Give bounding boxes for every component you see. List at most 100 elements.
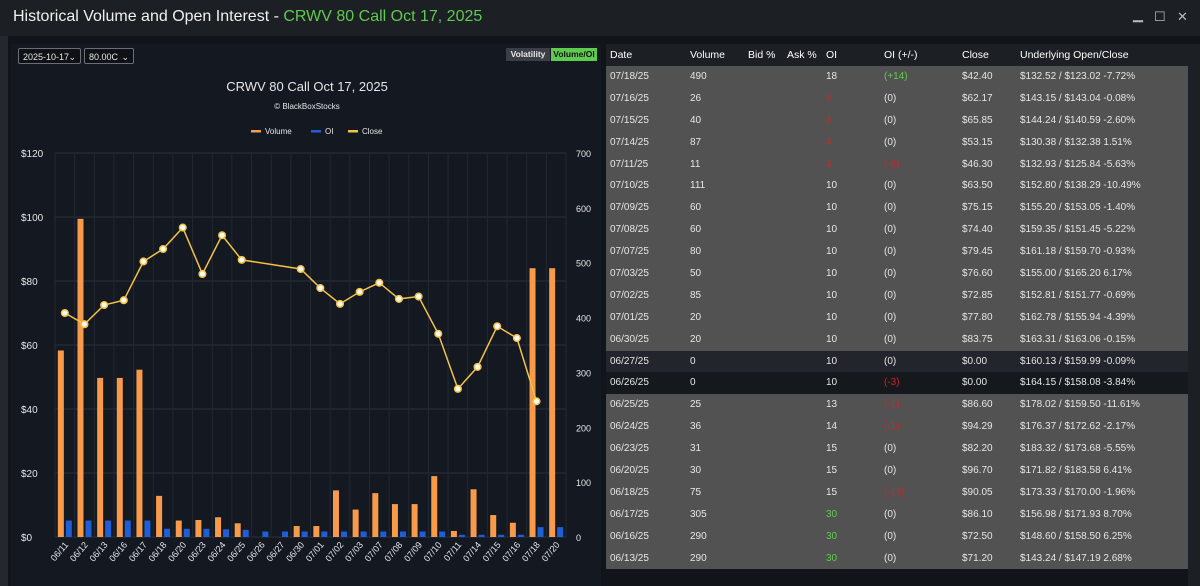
row-close: $71.20 xyxy=(962,552,993,564)
oi-bar xyxy=(124,520,131,537)
chart-subtitle: © BlackBoxStocks xyxy=(274,102,339,111)
table-row[interactable]: 06/17/25 305 30 (0) $86.10 $156.98 / $171.93 … xyxy=(606,503,1188,526)
row-volume: 0 xyxy=(690,355,696,367)
table-row[interactable]: 07/10/25 111 10 (0) $63.50 $152.80 / $138.29 … xyxy=(606,175,1188,198)
oi-bar xyxy=(105,520,112,537)
x-tick-label: 06/16 xyxy=(107,540,129,564)
row-date: 06/13/25 xyxy=(610,552,649,564)
table-row[interactable]: 07/09/25 60 10 (0) $75.15 $155.20 / $153.05 -… xyxy=(606,197,1188,220)
window-title: Historical Volume and Open Interest - CR… xyxy=(13,8,482,26)
x-tick-label: 06/12 xyxy=(68,540,90,564)
row-oi: 10 xyxy=(826,180,838,192)
header-ask[interactable]: Ask % xyxy=(787,49,817,61)
oi-bar xyxy=(262,531,269,537)
volume-bar xyxy=(234,523,241,537)
row-volume: 111 xyxy=(690,180,706,192)
table-row[interactable]: 07/11/25 11 4 (-6) $46.30 $132.93 / $125.84 -… xyxy=(606,153,1188,176)
oi-bar xyxy=(203,528,210,537)
close-point xyxy=(100,300,109,310)
table-row[interactable]: 06/13/25 290 30 (0) $71.20 $143.24 / $147.19 … xyxy=(606,547,1188,570)
row-close: $63.50 xyxy=(962,180,993,192)
row-volume: 87 xyxy=(690,136,702,148)
row-underlying: $161.18 / $159.70 -0.93% xyxy=(1020,246,1136,258)
volume-bar xyxy=(470,489,477,537)
table-row[interactable]: 07/14/25 87 4 (0) $53.15 $130.38 / $132.38 1.… xyxy=(606,131,1188,154)
volume-bar xyxy=(313,526,320,537)
maximize-icon[interactable]: ☐ xyxy=(1154,9,1166,24)
volume-oi-chart: CRWV 80 Call Oct 17, 2025 © BlackBoxStoc… xyxy=(21,79,591,564)
table-row[interactable]: 07/07/25 80 10 (0) $79.45 $161.18 / $159.70 -… xyxy=(606,241,1188,264)
volume-bar xyxy=(175,520,182,537)
table-row[interactable]: 07/18/25 490 18 (+14) $42.40 $132.52 / $123.0… xyxy=(606,66,1188,88)
header-underlying[interactable]: Underlying Open/Close xyxy=(1020,49,1129,61)
close-point xyxy=(60,308,69,318)
row-underlying: $164.15 / $158.08 -3.84% xyxy=(1020,377,1136,389)
volume-bar xyxy=(116,377,123,537)
y-right-tick-label: 200 xyxy=(576,423,591,433)
table-row[interactable]: 06/24/25 36 14 (-1) $94.29 $176.37 / $172.62 … xyxy=(606,416,1188,439)
table-row[interactable]: 06/26/25 0 10 (-3) $0.00 $164.15 / $158.08 -3… xyxy=(606,372,1188,395)
close-point xyxy=(178,223,187,232)
row-underlying: $143.24 / $147.19 2.68% xyxy=(1020,552,1132,564)
row-close: $86.10 xyxy=(962,508,993,520)
table-row[interactable]: 06/25/25 25 13 (-1) $86.60 $178.02 / $159.50 … xyxy=(606,394,1188,417)
table-row[interactable]: 07/16/25 26 4 (0) $62.17 $143.15 / $143.04 -0… xyxy=(606,87,1188,110)
x-tick-label: 07/20 xyxy=(540,540,562,564)
oi-bar xyxy=(321,531,328,537)
row-underlying: $132.52 / $123.02 -7.72% xyxy=(1020,71,1136,82)
header-oi[interactable]: OI xyxy=(826,49,838,61)
row-volume: 290 xyxy=(690,530,707,542)
x-tick-label: 06/25 xyxy=(225,540,247,564)
row-volume: 490 xyxy=(690,71,707,82)
expiration-select[interactable]: 2025-10-17 ⌄ xyxy=(18,48,81,64)
row-date: 06/17/25 xyxy=(610,508,649,520)
row-volume: 26 xyxy=(690,92,702,104)
y-right-tick-label: 0 xyxy=(576,533,581,543)
row-oi: 10 xyxy=(826,268,838,280)
row-volume: 50 xyxy=(690,268,702,280)
table-row[interactable]: 07/08/25 60 10 (0) $74.40 $159.35 / $151.45 -… xyxy=(606,219,1188,242)
row-close: $0.00 xyxy=(962,377,988,389)
chart-legend: Volume OI Close xyxy=(251,127,383,136)
row-oi-change: (0) xyxy=(884,246,897,258)
table-row[interactable]: 06/30/25 20 10 (0) $83.75 $163.31 / $163.06 -… xyxy=(606,328,1188,351)
row-volume: 20 xyxy=(690,311,702,323)
table-row[interactable]: 07/01/25 20 10 (0) $77.80 $162.78 / $155.94 -… xyxy=(606,306,1188,329)
table-row[interactable]: 06/27/25 0 10 (0) $0.00 $160.13 / $159.99 -0.… xyxy=(606,350,1188,373)
header-date[interactable]: Date xyxy=(610,49,633,61)
row-volume: 36 xyxy=(690,421,702,433)
close-point xyxy=(119,296,128,305)
header-bid[interactable]: Bid % xyxy=(748,49,776,61)
table-row[interactable]: 06/23/25 31 15 (0) $82.20 $183.32 / $173.68 -… xyxy=(606,438,1188,461)
oi-bar xyxy=(242,529,249,537)
row-date: 06/24/25 xyxy=(610,421,649,433)
row-date: 06/25/25 xyxy=(610,399,649,411)
x-tick-label: 07/10 xyxy=(422,540,444,564)
row-oi-change: (0) xyxy=(884,530,897,542)
row-oi-change: (+14) xyxy=(884,71,908,82)
strike-select[interactable]: 80.00C ⌄ xyxy=(84,48,134,64)
row-close: $82.20 xyxy=(962,443,993,455)
x-tick-label: 06/17 xyxy=(127,540,149,564)
table-row[interactable]: 06/20/25 30 15 (0) $96.70 $171.82 / $183.58 6… xyxy=(606,460,1188,482)
table-row[interactable]: 07/02/25 85 10 (0) $72.85 $152.81 / $151.77 -… xyxy=(606,284,1188,307)
table-row[interactable]: 07/03/25 50 10 (0) $76.60 $155.00 / $165.20 6… xyxy=(606,263,1188,285)
table-row[interactable]: 07/15/25 40 4 (0) $65.85 $144.24 / $140.59 -2… xyxy=(606,109,1188,132)
row-oi-change: (0) xyxy=(884,92,897,104)
row-volume: 80 xyxy=(690,246,702,258)
minimize-icon[interactable]: ▁ xyxy=(1133,7,1143,22)
table-row[interactable]: 06/16/25 290 30 (0) $72.50 $148.60 / $158.50 … xyxy=(606,525,1188,548)
header-close[interactable]: Close xyxy=(962,49,989,61)
volume-bar xyxy=(391,504,398,537)
table-scrollbar[interactable] xyxy=(1188,44,1200,586)
close-icon[interactable]: ✕ xyxy=(1177,9,1188,24)
row-date: 06/30/25 xyxy=(610,333,649,345)
toggle-volume-oi[interactable]: Volume/OI xyxy=(551,48,597,61)
table-body: 07/18/25 490 18 (+14) $42.40 $132.52 / $123.0… xyxy=(606,66,1188,570)
row-date: 07/10/25 xyxy=(610,180,649,192)
header-volume[interactable]: Volume xyxy=(690,49,726,61)
toggle-volatility[interactable]: Volatility xyxy=(506,48,550,61)
header-oi-change[interactable]: OI (+/-) xyxy=(884,49,918,61)
table-row[interactable]: 06/18/25 75 15 (-15) $90.05 $173.33 / $170.00… xyxy=(606,481,1188,504)
row-oi: 4 xyxy=(826,114,832,126)
